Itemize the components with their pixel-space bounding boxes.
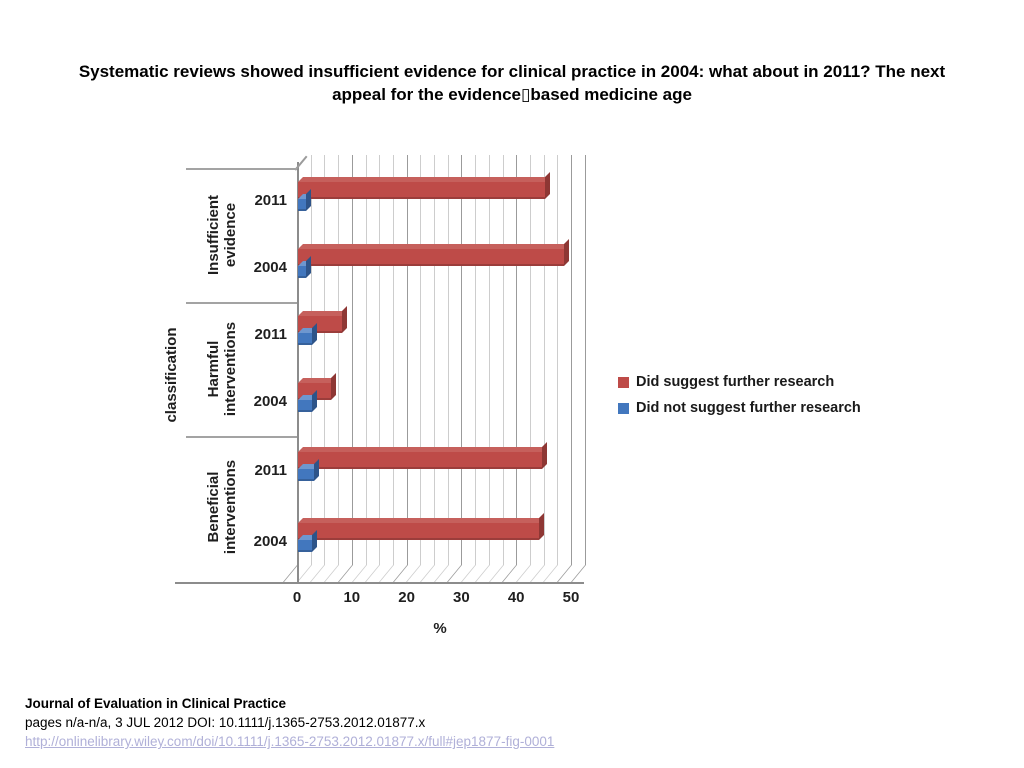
subcategory-label: 2004 bbox=[253, 532, 287, 550]
floor-gridline bbox=[529, 565, 545, 582]
floor-gridline bbox=[488, 565, 504, 582]
bar-did-suggest bbox=[298, 522, 540, 540]
value-tick-label: 30 bbox=[453, 589, 470, 606]
subcategory-label: 2011 bbox=[254, 461, 287, 479]
minor-gridline bbox=[502, 155, 504, 565]
floor-gridline bbox=[419, 565, 435, 582]
citation-footer: Journal of Evaluation in Clinical Practi… bbox=[25, 694, 554, 751]
floor-gridline bbox=[433, 565, 449, 582]
minor-gridline bbox=[338, 155, 340, 565]
bar-did-suggest bbox=[298, 181, 545, 199]
chart-legend: Did suggest further research Did not sug… bbox=[618, 374, 861, 426]
minor-gridline bbox=[365, 155, 367, 565]
bar-did-not-suggest bbox=[298, 198, 307, 211]
value-tick-label: 0 bbox=[292, 589, 302, 606]
minor-gridline bbox=[434, 155, 435, 565]
floor-gridlines bbox=[282, 565, 586, 582]
minor-gridline bbox=[488, 155, 490, 565]
bar-did-not-suggest bbox=[298, 332, 312, 345]
bar-did-not-suggest bbox=[298, 265, 307, 278]
citation-line: pages n/a-n/a, 3 JUL 2012 DOI: 10.1111/j… bbox=[25, 715, 426, 730]
value-tick-label: 50 bbox=[562, 589, 580, 606]
journal-title: Journal of Evaluation in Clinical Practi… bbox=[25, 696, 287, 711]
major-gridline bbox=[571, 155, 572, 565]
value-tick-label: 10 bbox=[343, 589, 361, 606]
legend-swatch-red bbox=[618, 376, 629, 388]
subcategory-label: 2011 bbox=[254, 191, 287, 209]
floor-gridline bbox=[556, 565, 572, 582]
minor-gridline bbox=[447, 155, 449, 565]
minor-gridline bbox=[379, 155, 381, 565]
minor-gridline bbox=[420, 155, 422, 565]
category-axis-line bbox=[297, 162, 299, 582]
legend-swatch-blue bbox=[618, 402, 629, 414]
legend-label: Did suggest further research bbox=[636, 374, 835, 390]
minor-gridline bbox=[392, 155, 394, 565]
subcategory-label: 2004 bbox=[253, 258, 287, 276]
value-tick-label: 20 bbox=[398, 589, 415, 606]
doi-link[interactable]: http://onlinelibrary.wiley.com/doi/10.11… bbox=[25, 734, 555, 749]
subcategory-label: 2011 bbox=[254, 325, 287, 343]
floor-gridline bbox=[310, 565, 326, 582]
major-gridline bbox=[516, 155, 518, 565]
minor-gridline bbox=[557, 155, 559, 565]
floor-gridline bbox=[447, 565, 463, 582]
minor-gridline bbox=[310, 155, 312, 565]
category-separator-line bbox=[186, 302, 297, 304]
bar-did-not-suggest bbox=[298, 468, 315, 481]
floor-gridline bbox=[461, 565, 477, 582]
major-gridline bbox=[406, 155, 408, 565]
floor-gridline bbox=[502, 565, 518, 582]
bar-did-not-suggest bbox=[298, 399, 312, 412]
category-separator-line bbox=[186, 168, 297, 170]
floor-gridline bbox=[378, 565, 394, 582]
legend-item-did-not-suggest: Did not suggest further research bbox=[618, 400, 861, 416]
bar-did-suggest bbox=[298, 248, 564, 266]
value-axis-title: % bbox=[433, 620, 447, 637]
floor-gridline bbox=[406, 565, 422, 582]
value-tick-label: 40 bbox=[507, 589, 525, 606]
minor-gridline bbox=[324, 155, 326, 565]
minor-gridline bbox=[543, 155, 545, 565]
subcategory-label: 2004 bbox=[253, 392, 287, 410]
major-gridline bbox=[461, 155, 463, 565]
bar-did-suggest bbox=[298, 451, 542, 469]
major-gridline bbox=[584, 155, 586, 565]
minor-gridline bbox=[475, 155, 477, 565]
floor-gridline bbox=[474, 565, 490, 582]
floor-gridline bbox=[296, 565, 312, 582]
slide-title: Systematic reviews showed insufficient e… bbox=[78, 62, 946, 104]
floor-gridline bbox=[282, 565, 298, 582]
floor-gridline bbox=[515, 565, 531, 582]
legend-label: Did not suggest further research bbox=[636, 400, 861, 416]
major-gridline bbox=[351, 155, 353, 565]
floor-gridline bbox=[324, 565, 340, 582]
floor-gridline bbox=[543, 565, 559, 582]
floor-gridline bbox=[351, 565, 367, 582]
legend-item-did-suggest: Did suggest further research bbox=[618, 374, 861, 390]
floor-gridline bbox=[337, 565, 353, 582]
minor-gridline bbox=[529, 155, 531, 565]
value-axis-line bbox=[175, 582, 584, 584]
category-separator-line bbox=[186, 436, 297, 438]
floor-gridline bbox=[365, 565, 381, 582]
floor-gridline bbox=[392, 565, 408, 582]
floor-gridline bbox=[570, 565, 586, 582]
bar-did-not-suggest bbox=[298, 539, 312, 552]
